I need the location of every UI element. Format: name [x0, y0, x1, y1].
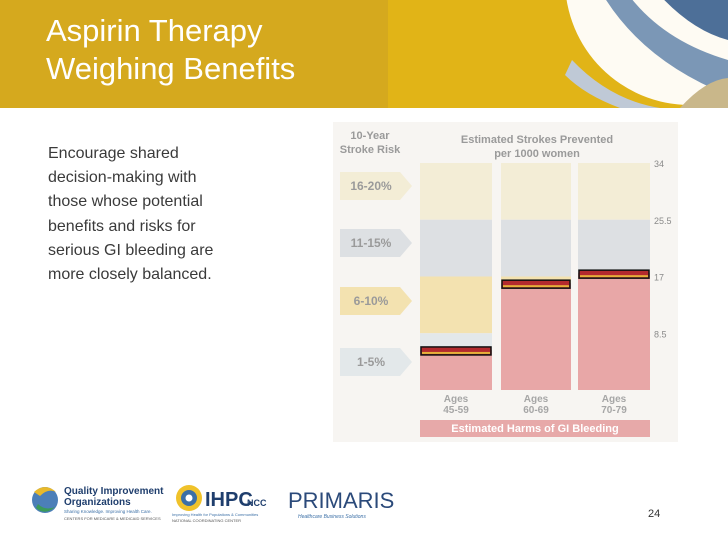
chart-title-line-1: Estimated Strokes Prevented — [461, 134, 613, 146]
risk-band-arrow — [340, 348, 412, 376]
left-header-line-1: 10-Year — [350, 130, 390, 142]
marker-highlight — [503, 285, 569, 288]
qio-logo: Quality Improvement Organizations Sharin… — [32, 486, 164, 521]
body-line: those whose potential — [48, 193, 203, 211]
marker-group — [420, 269, 650, 356]
risk-band — [501, 163, 571, 220]
primaris-tagline: Healthcare Business Solutions — [298, 514, 366, 520]
harm-bar-group — [420, 273, 650, 390]
category-label: Ages — [524, 394, 549, 405]
body-line: benefits and risks for — [48, 217, 196, 235]
left-header-line-2: Stroke Risk — [340, 144, 401, 156]
risk-band-label: 16-20% — [350, 179, 392, 193]
y-tick-label: 17 — [654, 273, 664, 283]
risk-band — [578, 219, 650, 277]
harm-bar — [578, 273, 650, 390]
risk-band-label: 6-10% — [354, 294, 389, 308]
ihpc-name: IHPC — [205, 489, 253, 511]
body-line: more closely balanced. — [48, 266, 212, 284]
primaris-logo: PRIMARIS Healthcare Business Solutions — [288, 488, 394, 520]
risk-band — [501, 219, 571, 277]
risk-band — [420, 163, 492, 220]
harm-bar — [501, 283, 571, 390]
risk-band — [420, 219, 492, 277]
y-tick-label: 34 — [654, 159, 664, 169]
risk-label-group: 16-20% 11-15% 6-10% 1-5% — [340, 172, 412, 376]
qio-name-line-1: Quality Improvement — [64, 486, 164, 497]
risk-band-label: 1-5% — [357, 355, 385, 369]
y-tick-label: 25.5 — [654, 216, 672, 226]
qio-tagline: Sharing Knowledge. Improving Health Care… — [64, 509, 152, 514]
body-paragraph: Encourage shared decision-making with th… — [48, 142, 278, 287]
qio-sub: CENTERS FOR MEDICARE & MEDICAID SERVICES — [64, 516, 161, 521]
harms-footer-label: Estimated Harms of GI Bleeding — [451, 423, 618, 435]
risk-band-label: 11-15% — [351, 236, 392, 250]
ihpc-logo: IHPC NCC Improving Health for Population… — [172, 485, 267, 523]
category-label: 60-69 — [523, 405, 549, 416]
logo-strip: Quality Improvement Organizations Sharin… — [32, 485, 394, 523]
header-globe-decoration — [565, 0, 728, 108]
body-line: decision-making with — [48, 169, 197, 187]
risk-band-arrow — [340, 287, 412, 315]
y-tick-group: 34 25.5 17 8.5 — [654, 159, 672, 339]
risk-band-arrow — [340, 172, 412, 200]
risk-band-arrow — [340, 229, 412, 257]
marker-bar — [578, 269, 650, 279]
page-number: 24 — [648, 508, 661, 520]
marker-bar — [501, 279, 571, 289]
chart-title-line-2: per 1000 women — [494, 148, 580, 160]
ihpc-sub: NATIONAL COORDINATING CENTER — [172, 518, 241, 523]
ihpc-ncc: NCC — [247, 498, 267, 508]
qio-name-line-2: Organizations — [64, 497, 131, 508]
harm-bar — [420, 349, 492, 390]
risk-band — [578, 163, 650, 220]
body-line: Encourage shared — [48, 145, 179, 162]
marker-highlight — [422, 351, 490, 354]
category-label: 45-59 — [443, 405, 469, 416]
risk-band — [420, 276, 492, 334]
y-tick-label: 8.5 — [654, 329, 667, 339]
ihpc-tagline: Improving Health for Populations & Commu… — [172, 512, 258, 517]
harms-footer-band — [420, 420, 650, 437]
title-line-1: Aspirin Therapy — [46, 13, 263, 48]
marker-bar — [420, 346, 492, 356]
body-line: serious GI bleeding are — [48, 241, 214, 259]
slide-title: Aspirin Therapy Weighing Benefits — [46, 12, 295, 88]
header-left-band — [0, 0, 388, 108]
slide-header: Aspirin Therapy Weighing Benefits — [0, 0, 728, 108]
title-line-2: Weighing Benefits — [46, 51, 296, 86]
category-label: 70-79 — [601, 405, 627, 416]
category-label: Ages — [444, 394, 469, 405]
primaris-name: PRIMARIS — [288, 488, 394, 513]
partner-logos: Quality Improvement Organizations Sharin… — [26, 478, 406, 528]
marker-highlight — [580, 275, 648, 278]
category-label: Ages — [602, 394, 627, 405]
